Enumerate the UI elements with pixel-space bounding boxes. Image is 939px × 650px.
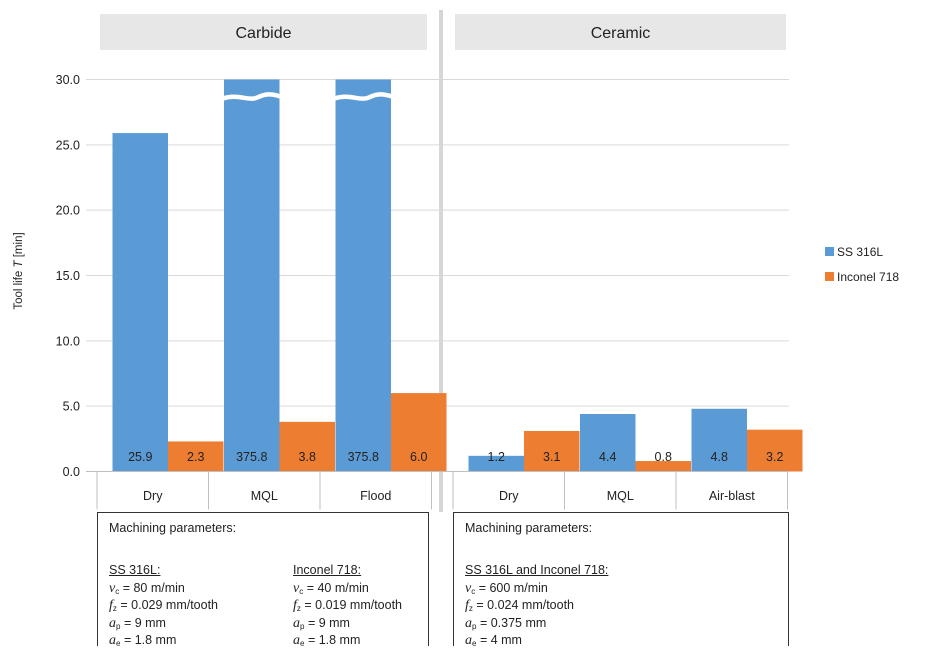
param-vc: vc = 80 m/min [109,580,185,596]
bar [635,461,691,472]
param-ae: ae = 4 mm [465,633,522,648]
param-fz: fz = 0.019 mm/tooth [293,598,403,613]
legend-swatch [825,247,834,256]
ceramic-params-both: SS 316L and Inconel 718: vc = 600 m/min … [465,562,608,650]
bar [524,430,580,472]
param-material-heading: SS 316L and Inconel 718: [465,563,609,577]
category-label: Dry [143,489,163,503]
param-ap: ap = 9 mm [293,615,350,631]
bar [580,414,636,472]
ceramic-machining-parameters: Machining parameters: SS 316L and Incone… [453,512,789,648]
data-label: 3.1 [543,450,560,464]
bar [691,408,747,472]
param-vc: vc = 40 m/min [293,580,369,596]
data-label: 2.3 [187,450,204,464]
y-tick-label: 30.0 [56,73,80,87]
tool-life-chart: 0.0 5.0 10.0 15.0 20.0 25.0 30.0 Tool life T [m… [13,10,899,512]
param-material-heading: SS 316L: [109,563,161,577]
carbide-params-title: Machining parameters: [109,521,237,535]
y-tick-label: 0.0 [63,465,80,479]
param-material-heading: Inconel 718: [293,563,362,577]
param-fz: fz = 0.024 mm/tooth [465,598,575,613]
carbide-params-ss316l: SS 316L: vc = 80 m/min fz = 0.029 mm/too… [109,562,218,650]
y-tick-label: 20.0 [56,204,80,218]
bar [747,429,803,472]
param-ap: ap = 0.375 mm [465,615,547,631]
legend-label: SS 316L [837,245,883,259]
data-label: 1.2 [488,450,505,464]
bar [168,441,224,472]
bar [468,455,524,472]
ceramic-params-title: Machining parameters: [465,521,593,535]
category-label: MQL [607,489,634,503]
y-tick-label: 15.0 [56,269,80,283]
category-label: Dry [499,489,519,503]
carbide-machining-parameters: Machining parameters: SS 316L: vc = 80 m… [97,512,429,648]
data-label: 375.8 [236,450,267,464]
data-label: 25.9 [128,450,152,464]
bar [279,421,335,472]
bar [112,133,168,472]
param-ap: ap = 9 mm [109,615,166,631]
bar [391,393,447,472]
axis-break-mark [333,92,393,101]
param-vc: vc = 600 m/min [465,580,548,596]
carbide-params-inconel718: Inconel 718: vc = 40 m/min fz = 0.019 mm… [293,562,402,650]
param-ae: ae = 1.8 mm [109,633,177,648]
data-label: 0.8 [655,450,672,464]
panel-header-bg [455,14,786,50]
data-label: 3.8 [299,450,316,464]
y-tick-label: 10.0 [56,334,80,348]
data-label: 375.8 [348,450,379,464]
y-tick-label: 5.0 [63,400,80,414]
data-label: 3.2 [766,450,783,464]
y-axis-label: Tool life T [min] [13,232,25,309]
data-label: 4.8 [711,450,728,464]
data-label: 4.4 [599,450,616,464]
data-label: 6.0 [410,450,427,464]
param-fz: fz = 0.029 mm/tooth [109,598,219,613]
axis-break-mark [222,92,282,101]
panel-title: Carbide [235,25,291,42]
panel-header-bg [100,14,427,50]
y-tick-label: 25.0 [56,138,80,152]
param-ae: ae = 1.8 mm [293,633,361,648]
legend-swatch [825,272,834,281]
panel-title: Ceramic [591,25,651,42]
category-label: Flood [360,489,391,503]
bar [224,79,280,472]
category-label: MQL [251,489,278,503]
legend-label: Inconel 718 [837,270,899,284]
bar [335,79,391,472]
category-label: Air-blast [709,489,755,503]
